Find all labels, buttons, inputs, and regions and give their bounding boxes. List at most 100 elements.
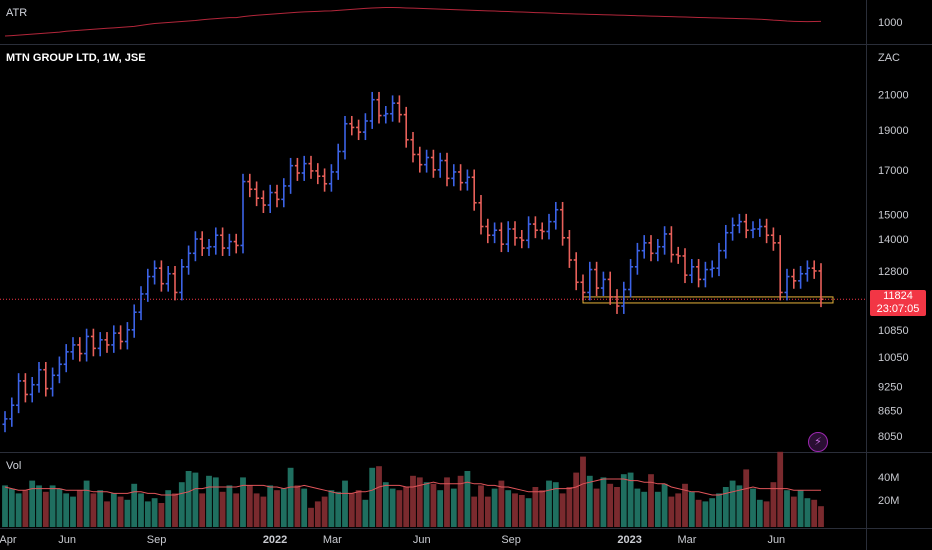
support-zone-box[interactable] <box>582 296 834 304</box>
volume-bar <box>49 485 56 527</box>
volume-bar <box>736 485 743 527</box>
volume-bar <box>335 491 342 527</box>
ohlc-bar <box>335 143 341 180</box>
ohlc-bar <box>614 289 620 314</box>
last-price-tag: 11824 23:07:05 <box>870 290 926 316</box>
ohlc-bar <box>288 157 294 194</box>
ohlc-bar <box>430 149 436 178</box>
volume-bar <box>22 490 29 527</box>
volume-bar <box>450 488 457 527</box>
ohlc-bar <box>743 213 749 239</box>
volume-bar <box>423 482 430 527</box>
ohlc-bar <box>2 411 8 433</box>
ohlc-bar <box>675 246 681 264</box>
volume-bar <box>770 482 777 527</box>
volume-bar <box>756 499 763 527</box>
ohlc-bar <box>573 252 579 291</box>
volume-bar <box>750 488 756 527</box>
ohlc-bar <box>90 328 96 357</box>
volume-tick-40m: 40M <box>878 472 899 484</box>
volume-bar <box>97 490 104 527</box>
lightning-bolt-icon[interactable]: ⚡ <box>808 432 828 452</box>
ohlc-bar <box>97 332 103 357</box>
ohlc-bar <box>152 260 158 285</box>
ohlc-bar <box>424 149 430 173</box>
atr-line <box>4 6 822 37</box>
ohlc-bar <box>179 259 185 301</box>
volume-bar <box>729 480 736 527</box>
ohlc-bar <box>349 115 355 136</box>
ohlc-bar <box>818 263 824 308</box>
ohlc-bar <box>369 91 375 129</box>
price-axis: 21000 19000 17000 15000 14000 12800 10850 10050… <box>878 90 909 444</box>
ohlc-bar <box>730 217 736 241</box>
ohlc-bar <box>662 226 668 255</box>
volume-bar <box>546 480 552 527</box>
ohlc-bar <box>471 169 477 211</box>
ohlc-bar <box>145 268 151 302</box>
ohlc-bar <box>376 91 382 124</box>
volume-bar <box>178 482 185 527</box>
ohlc-bar <box>220 227 226 256</box>
time-tick: Jun <box>413 534 431 546</box>
volume-bar <box>267 485 274 527</box>
volume-bar <box>70 496 76 527</box>
volume-bar <box>566 487 573 527</box>
volume-bar <box>219 491 226 527</box>
ohlc-bar <box>702 261 708 288</box>
ohlc-bar <box>328 164 334 192</box>
ohlc-bar <box>118 325 124 350</box>
ohlc-bar <box>50 367 56 397</box>
ohlc-bar <box>784 268 790 301</box>
ohlc-bar <box>383 105 389 124</box>
ohlc-bar <box>308 155 314 179</box>
volume-bar <box>430 483 437 527</box>
ohlc-bar <box>600 271 606 296</box>
volume-bar <box>158 503 165 527</box>
volume-bar <box>226 485 233 527</box>
volume-bar <box>260 496 267 527</box>
ohlc-bar <box>539 222 545 240</box>
volume-bar <box>688 491 695 527</box>
volume-bar <box>362 499 369 527</box>
ohlc-bar <box>668 226 674 263</box>
volume-bar <box>138 493 144 527</box>
volume-bar <box>743 469 750 527</box>
volume-bar <box>369 467 376 527</box>
ohlc-bar <box>138 286 144 321</box>
last-price-value: 11824 <box>883 290 913 302</box>
volume-bar <box>199 493 206 527</box>
volume-bar <box>478 485 484 527</box>
ohlc-bar <box>492 222 498 244</box>
volume-bar <box>29 480 36 527</box>
ohlc-bar <box>757 218 763 237</box>
ohlc-bar <box>226 233 232 256</box>
ohlc-bar <box>634 242 640 275</box>
volume-bar <box>790 496 797 527</box>
volume-bar <box>532 487 539 527</box>
volume-bar <box>709 498 716 527</box>
ohlc-bar <box>192 231 198 262</box>
volume-bar <box>233 493 240 527</box>
volume-label: Vol <box>6 460 21 472</box>
ohlc-bar <box>709 260 715 278</box>
volume-bar <box>471 496 478 527</box>
bar-countdown: 23:07:05 <box>876 303 920 315</box>
ohlc-bar <box>621 281 627 314</box>
volume-bar <box>151 498 158 527</box>
volume-bar <box>797 490 804 527</box>
ohlc-bar <box>553 201 559 230</box>
ohlc-bar <box>260 190 266 213</box>
volume-bar <box>702 501 709 527</box>
price-tick: 15000 <box>878 209 909 221</box>
atr-axis-tick: 1000 <box>878 17 902 29</box>
volume-bar <box>104 501 110 527</box>
volume-bar <box>525 498 532 527</box>
ohlc-bar <box>811 260 817 279</box>
volume-bar <box>716 493 722 527</box>
volume-bar <box>301 488 308 527</box>
price-tick: 19000 <box>878 125 909 137</box>
ohlc-bar <box>587 261 593 301</box>
volume-bar <box>376 466 382 527</box>
